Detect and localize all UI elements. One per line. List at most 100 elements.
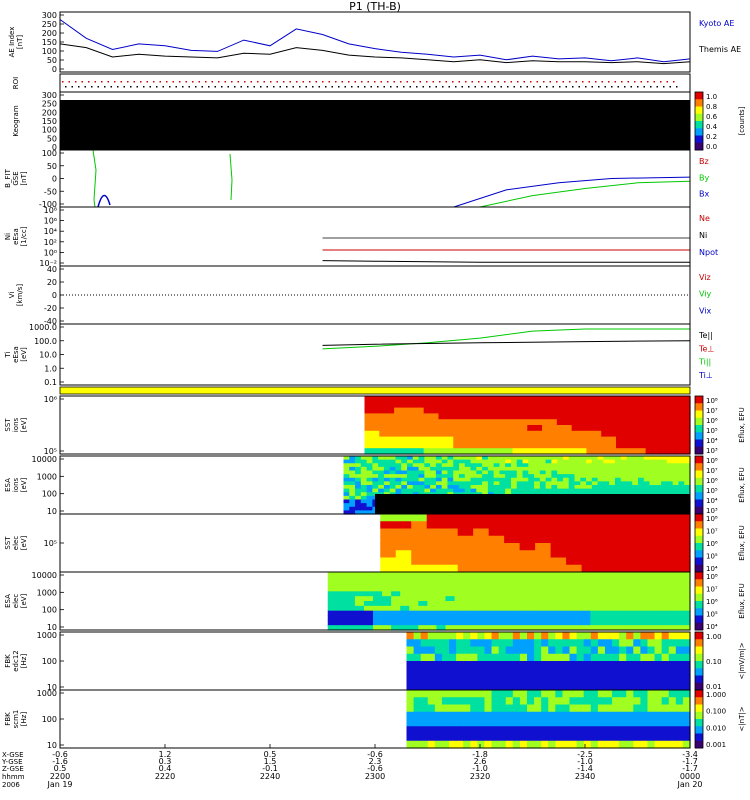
roi-dot — [179, 81, 181, 83]
spectrogram-cell — [659, 514, 676, 522]
spectrogram-cell — [383, 474, 391, 479]
spectrogram-cell — [599, 610, 610, 617]
spectrogram-cell — [591, 456, 599, 461]
spectrogram-cell — [545, 610, 555, 617]
spectrogram-cell — [604, 711, 613, 720]
spectrogram-cell — [659, 543, 676, 551]
y-tick-label: -50 — [44, 187, 57, 196]
spectrogram-cell — [609, 477, 616, 482]
spectrogram-cell — [604, 668, 613, 677]
spectrogram-cell — [556, 436, 573, 443]
spectrogram-cell — [453, 436, 469, 443]
spectrogram-cell — [463, 697, 471, 706]
time-tick-label: -0.6 — [367, 750, 383, 759]
roi-dot — [175, 86, 177, 88]
spectrogram-cell — [661, 456, 668, 461]
spectrogram-cell — [649, 485, 656, 490]
spectrogram-cell — [519, 653, 528, 662]
colorbar-tick-label: 0.8 — [706, 103, 717, 111]
spectrogram-cell — [522, 474, 529, 479]
spectrogram-cell — [498, 632, 507, 640]
spectrogram-cell — [583, 704, 592, 713]
spectrogram-cell — [400, 610, 410, 617]
spectrogram-cell — [580, 474, 587, 479]
spectrogram-cell — [508, 576, 519, 583]
spectrogram-cell — [635, 605, 646, 612]
spectrogram-cell — [498, 697, 507, 706]
spectrogram-cell — [408, 401, 425, 409]
spectrogram-cell — [463, 572, 474, 578]
spectrogram-cell — [568, 474, 576, 479]
spectrogram-cell — [527, 396, 543, 403]
spectrogram-cell — [609, 459, 616, 464]
spectrogram-cell — [498, 675, 507, 684]
spectrogram-cell — [349, 466, 356, 472]
spectrogram-cell — [456, 719, 464, 727]
spectrogram-cell — [519, 557, 536, 566]
spectrogram-cell — [571, 430, 588, 438]
spectrogram-cell — [612, 726, 620, 735]
time-tick-label: 2300 — [365, 772, 385, 781]
spectrogram-cell — [426, 521, 443, 530]
spectrogram-cell — [586, 401, 602, 409]
spectrogram-cell — [391, 591, 401, 597]
spectrogram-cell — [572, 625, 582, 631]
time-tick-label: 2220 — [155, 772, 175, 781]
spectrogram-cell — [441, 697, 450, 706]
y-tick-label: 100 — [42, 606, 57, 615]
roi-dot — [172, 81, 174, 83]
spectrogram-cell — [373, 620, 383, 626]
spectrogram-cell — [660, 419, 676, 426]
colorbar-cell — [695, 106, 703, 115]
spectrogram-cell — [534, 726, 542, 735]
spectrogram-cell — [464, 481, 472, 486]
spectrogram-cell — [336, 596, 347, 602]
spectrogram-cell — [555, 661, 564, 669]
spectrogram-cell — [409, 591, 419, 597]
spectrogram-cell — [653, 581, 664, 588]
spectrogram-cell — [619, 639, 627, 648]
y-tick-label: 1000 — [37, 472, 57, 481]
spectrogram-cell — [671, 596, 682, 602]
spectrogram-cell — [562, 463, 570, 468]
spectrogram-cell — [619, 704, 627, 713]
spectrogram-cell — [464, 477, 472, 482]
spectrogram-cell — [617, 591, 628, 597]
spectrogram-cell — [456, 639, 464, 648]
spectrogram-cell — [453, 448, 469, 455]
spectrogram-cell — [671, 610, 682, 617]
spectrogram-cell — [482, 419, 499, 426]
spectrogram-cell — [563, 596, 573, 602]
time-tick-label: 1.5 — [264, 757, 277, 766]
spectrogram-cell — [470, 661, 478, 669]
spectrogram-cell — [413, 646, 422, 655]
spectrogram-cell — [395, 557, 412, 566]
spectrogram-cell — [457, 514, 474, 522]
ylabel-line: [eV] — [20, 477, 28, 492]
spectrogram-cell — [612, 528, 629, 537]
spectrogram-cell — [682, 661, 691, 669]
spectrogram-cell — [436, 576, 447, 583]
spectrogram-cell — [395, 477, 402, 482]
spectrogram-cell — [400, 586, 410, 592]
spectrogram-cell — [349, 492, 356, 497]
spectrogram-cell — [581, 615, 591, 621]
colorbar-tick-label: 10⁶ — [706, 477, 718, 485]
roi-dot — [159, 81, 161, 83]
spectrogram-cell — [490, 576, 501, 583]
spectrogram-cell — [423, 407, 440, 414]
spectrogram-cell — [539, 459, 547, 464]
spectrogram-cell — [406, 740, 415, 749]
spectrogram-cell — [413, 668, 422, 677]
spectrogram-cell — [449, 668, 457, 677]
roi-dot — [390, 86, 392, 88]
roi-dot — [81, 81, 83, 83]
roi-dot — [442, 86, 444, 88]
spectrogram-cell — [626, 704, 634, 713]
series-line — [479, 180, 690, 208]
y-tick-label: 150 — [42, 38, 57, 47]
spectrogram-cell — [435, 488, 443, 493]
roi-dot — [497, 81, 499, 83]
spectrogram-cell — [603, 481, 610, 486]
y-tick-label: 300 — [42, 91, 57, 100]
